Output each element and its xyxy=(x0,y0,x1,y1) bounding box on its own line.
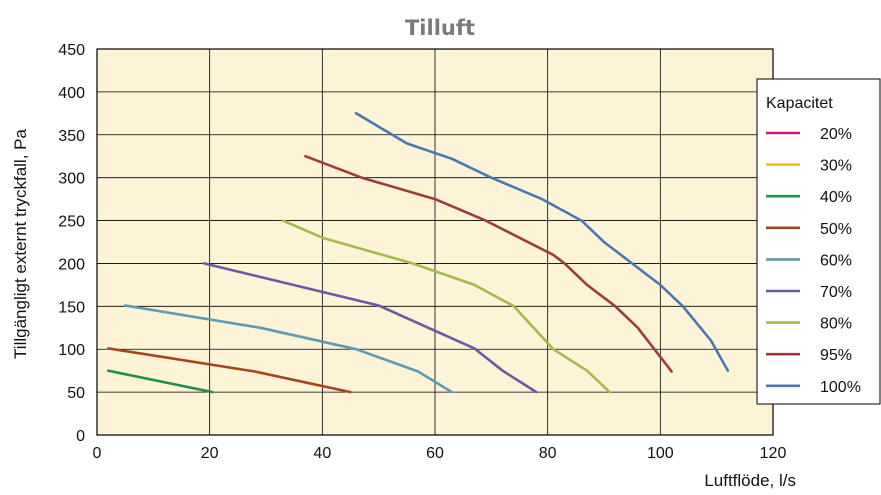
y-tick-label: 450 xyxy=(58,42,85,59)
series-line-60pct xyxy=(123,304,454,394)
x-tick-label: 100 xyxy=(647,445,674,462)
y-tick-label: 400 xyxy=(58,85,85,102)
legend-item-label: 80% xyxy=(820,316,852,333)
x-tick-label: 60 xyxy=(426,445,444,462)
legend-item-label: 40% xyxy=(820,189,852,206)
y-tick-label: 200 xyxy=(58,256,85,273)
y-tick-label: 300 xyxy=(58,171,85,188)
y-tick-label: 150 xyxy=(58,299,85,316)
series-line-100pct xyxy=(354,112,730,373)
y-tick-label: 350 xyxy=(58,128,85,145)
legend-title: Kapacitet xyxy=(766,95,833,112)
x-axis-label: Luftflöde, l/s xyxy=(704,471,796,490)
y-tick-label: 100 xyxy=(58,342,85,359)
y-tick-label: 0 xyxy=(76,428,85,445)
legend-item-label: 60% xyxy=(820,252,852,269)
legend-item-label: 95% xyxy=(820,347,852,364)
y-tick-label: 50 xyxy=(67,385,85,402)
legend-item-label: 30% xyxy=(820,158,852,175)
series-line-80pct xyxy=(281,219,611,394)
legend-item-label: 70% xyxy=(820,284,852,301)
x-tick-label: 80 xyxy=(539,445,557,462)
series-line-40pct xyxy=(107,369,214,394)
series-line-70pct xyxy=(202,262,538,394)
chart-title: Tilluft xyxy=(405,16,475,40)
x-tick-label: 40 xyxy=(313,445,331,462)
x-tick-label: 20 xyxy=(201,445,219,462)
legend-item-label: 20% xyxy=(820,126,852,143)
legend: Kapacitet 20% 30% 40% 50% 60% 70% 80% 95% 100% xyxy=(756,78,881,405)
legend-item-label: 100% xyxy=(820,379,861,396)
x-axis-ticks: 0 20 40 60 80 100 120 xyxy=(93,445,787,462)
y-tick-label: 250 xyxy=(58,214,85,231)
series-line-95pct xyxy=(304,154,673,373)
series-layer xyxy=(107,112,730,394)
legend-item-label: 50% xyxy=(820,221,852,238)
y-axis-ticks: 0 50 100 150 200 250 300 350 400 450 xyxy=(58,42,85,445)
x-tick-label: 120 xyxy=(760,445,787,462)
y-axis-label: Tillgängligt externt tryckfall, Pa xyxy=(11,129,30,359)
x-tick-label: 0 xyxy=(93,445,102,462)
series-line-50pct xyxy=(107,347,352,394)
